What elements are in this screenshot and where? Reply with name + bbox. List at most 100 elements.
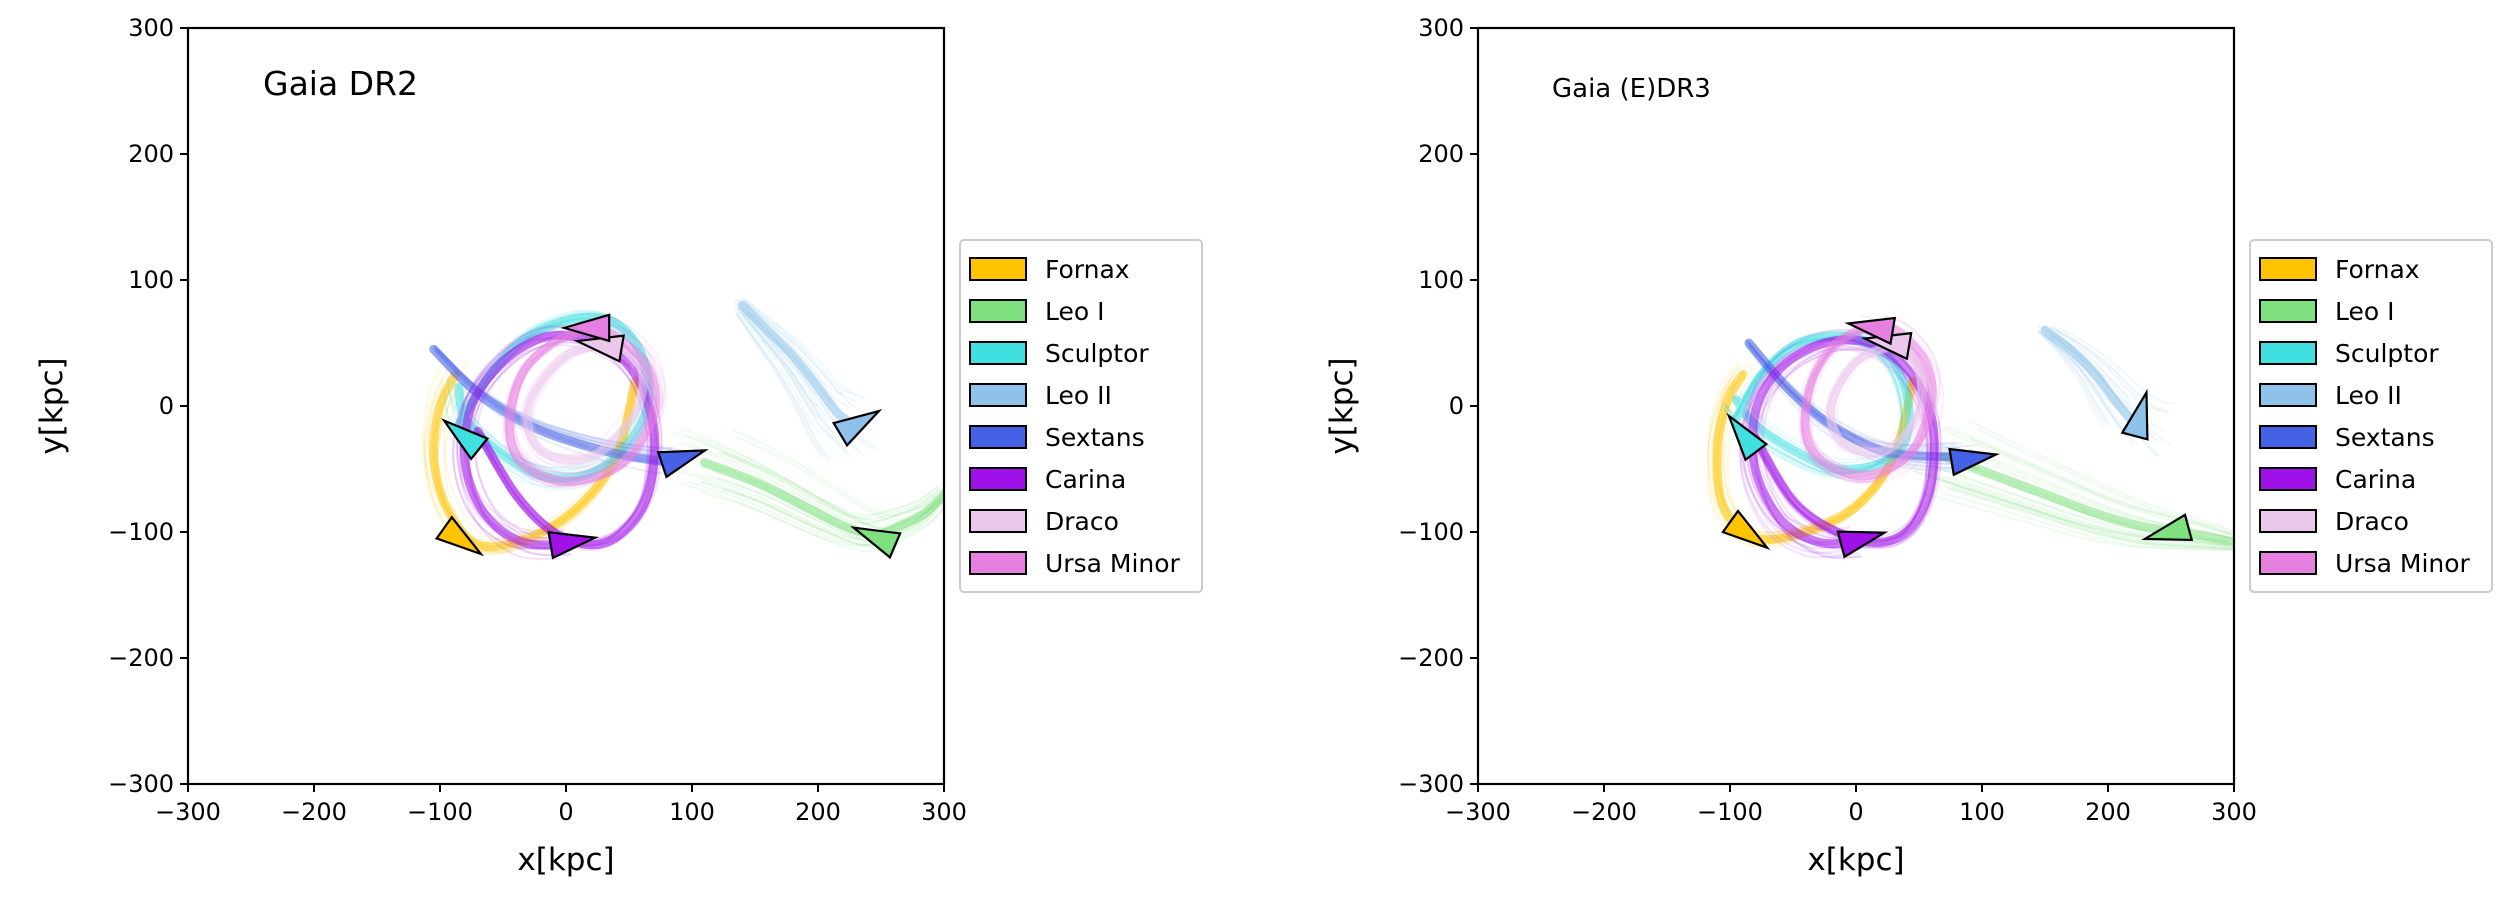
x-tick-label: 100 bbox=[669, 798, 715, 826]
legend-label: Ursa Minor bbox=[2335, 549, 2471, 578]
orbit-sample bbox=[2043, 323, 2137, 400]
position-marker-fornax bbox=[1721, 509, 1771, 550]
orbit-track bbox=[1800, 319, 1937, 481]
position-marker-ursa-minor bbox=[1844, 316, 1897, 346]
legend-label: Carina bbox=[1045, 465, 1126, 494]
legend: Fornax Leo I Sculptor Leo II Sextans Carina Dr… bbox=[959, 239, 1203, 593]
orbit-sample bbox=[736, 307, 832, 440]
orbit-track bbox=[522, 338, 648, 464]
orbit-bundle-ursa-minor bbox=[502, 313, 667, 489]
legend-frame bbox=[959, 239, 1203, 593]
orbit-sample bbox=[2051, 326, 2170, 413]
panel-title: Gaia (E)DR3 bbox=[1552, 74, 1711, 104]
orbit-sample bbox=[1932, 421, 2232, 536]
y-tick-label: −200 bbox=[108, 644, 174, 672]
orbit-track bbox=[1825, 338, 1927, 457]
orbit-sample bbox=[1942, 469, 2234, 547]
orbit-bundle-sculptor bbox=[1721, 329, 1914, 479]
legend-label: Sculptor bbox=[2335, 339, 2439, 368]
orbit-sample bbox=[2037, 330, 2112, 429]
orbit-sample bbox=[2052, 324, 2174, 405]
legend-item: Ursa Minor bbox=[969, 549, 1181, 578]
legend-label: Sextans bbox=[2335, 423, 2435, 452]
orbit-sample bbox=[1948, 425, 2234, 536]
orbit-track bbox=[504, 323, 661, 487]
position-marker-ursa-minor bbox=[560, 313, 611, 343]
legend-label: Carina bbox=[2335, 465, 2416, 494]
legend-label: Draco bbox=[2335, 507, 2409, 536]
position-marker-leo-ii bbox=[831, 408, 883, 448]
orbit-sample bbox=[721, 488, 944, 551]
legend-swatch bbox=[2259, 551, 2317, 575]
y-tick-label: −100 bbox=[1398, 518, 1464, 546]
legend-item: Carina bbox=[2259, 465, 2416, 494]
legend-item: Fornax bbox=[969, 255, 1130, 284]
y-tick-label: −300 bbox=[108, 770, 174, 798]
x-tick-label: 0 bbox=[558, 798, 573, 826]
legend-swatch bbox=[2259, 383, 2317, 407]
legend-swatch bbox=[2259, 425, 2317, 449]
orbit-bundle-ursa-minor bbox=[1797, 314, 1945, 484]
x-tick-label: −100 bbox=[1697, 798, 1763, 826]
orbit-sample bbox=[680, 426, 940, 517]
orbit-sample bbox=[2037, 329, 2113, 426]
y-tick-label: 100 bbox=[128, 266, 174, 294]
legend-swatch bbox=[969, 425, 1027, 449]
y-axis-label: y[kpc] bbox=[1324, 357, 1360, 454]
legend-swatch bbox=[2259, 509, 2317, 533]
legend-swatch bbox=[969, 299, 1027, 323]
orbit-sample bbox=[742, 297, 857, 397]
legend-swatch bbox=[969, 551, 1027, 575]
orbit-sample bbox=[699, 437, 944, 522]
position-marker-leo-i bbox=[2141, 513, 2194, 542]
y-tick-label: 0 bbox=[159, 392, 174, 420]
orbit-sample bbox=[1968, 437, 2234, 538]
orbit-sample bbox=[739, 297, 843, 395]
x-axis-label: x[kpc] bbox=[1807, 842, 1904, 878]
legend-item: Leo I bbox=[2259, 297, 2395, 326]
orbit-sample bbox=[1940, 491, 2234, 552]
legend-label: Ursa Minor bbox=[1045, 549, 1181, 578]
legend-label: Sextans bbox=[1045, 423, 1145, 452]
legend-item: Draco bbox=[969, 507, 1119, 536]
orbit-sample bbox=[1976, 428, 2234, 534]
orbit-sample bbox=[700, 491, 944, 553]
orbit-sample bbox=[2050, 326, 2169, 414]
position-marker-sextans bbox=[656, 449, 709, 479]
orbit-sample bbox=[679, 442, 939, 525]
legend-item: Leo II bbox=[969, 381, 1112, 410]
orbit-sample bbox=[737, 307, 835, 441]
legend-label: Leo I bbox=[2335, 297, 2395, 326]
x-tick-label: 200 bbox=[795, 798, 841, 826]
orbit-sample bbox=[1914, 469, 2228, 547]
legend-swatch bbox=[2259, 299, 2317, 323]
y-tick-label: 300 bbox=[1418, 14, 1464, 42]
legend-swatch bbox=[2259, 257, 2317, 281]
y-tick-label: 200 bbox=[128, 140, 174, 168]
orbit-track bbox=[1731, 331, 1914, 475]
x-tick-label: 100 bbox=[1959, 798, 2005, 826]
position-marker-carina bbox=[1836, 530, 1889, 559]
y-tick-label: −100 bbox=[108, 518, 174, 546]
y-axis-label: y[kpc] bbox=[34, 357, 70, 454]
legend-item: Draco bbox=[2259, 507, 2409, 536]
orbit-sample bbox=[702, 480, 944, 547]
position-marker-leo-i bbox=[850, 526, 902, 560]
legend-label: Leo II bbox=[1045, 381, 1112, 410]
orbit-sample bbox=[700, 481, 944, 547]
y-tick-label: −300 bbox=[1398, 770, 1464, 798]
orbit-sample bbox=[1941, 480, 2234, 549]
legend-swatch bbox=[969, 257, 1027, 281]
legend-label: Sculptor bbox=[1045, 339, 1149, 368]
legend-swatch bbox=[2259, 341, 2317, 365]
orbit-sample bbox=[742, 298, 857, 402]
orbit-sample bbox=[2050, 330, 2167, 432]
orbit-track bbox=[1939, 451, 2234, 547]
orbit-sample bbox=[1952, 484, 2234, 550]
legend-item: Ursa Minor bbox=[2259, 549, 2471, 578]
orbit-bundle-leo-i bbox=[1907, 419, 2234, 552]
orbit-sample bbox=[1909, 469, 2227, 547]
orbit-sample bbox=[2049, 326, 2161, 412]
position-marker-sculptor bbox=[1726, 412, 1769, 462]
